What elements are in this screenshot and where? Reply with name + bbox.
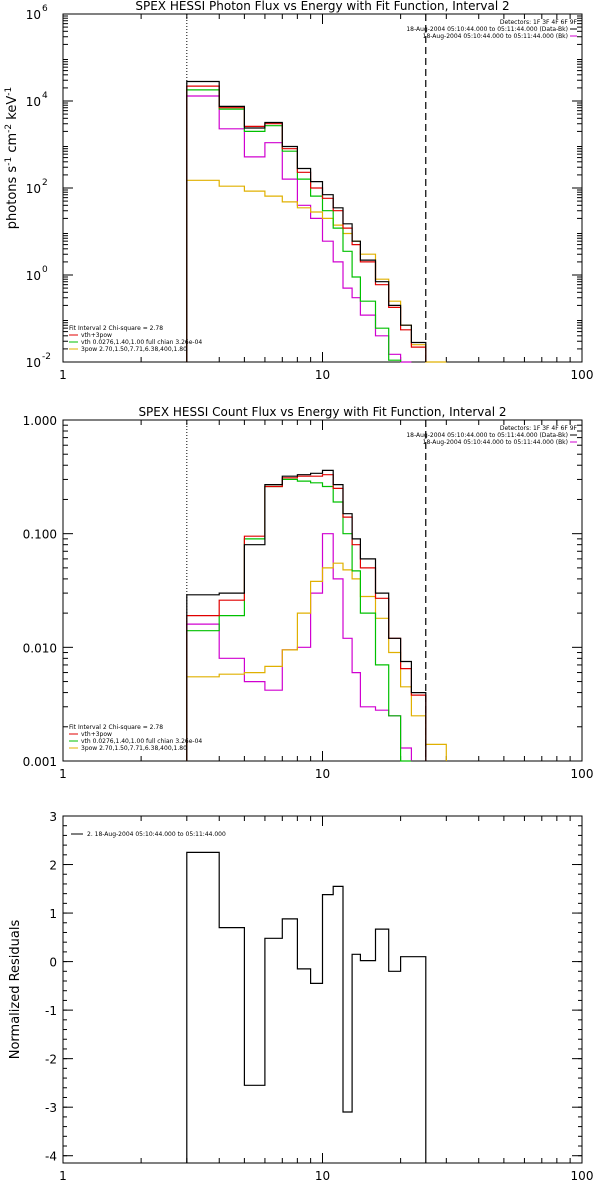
y-tick-label: -4 xyxy=(45,1150,57,1164)
y-tick-label: 0.100 xyxy=(23,528,57,542)
y-tick-exp: -2 xyxy=(42,352,51,362)
y-axis-label-part: keV xyxy=(5,96,20,124)
y-tick-label: 2 xyxy=(49,859,57,873)
x-tick-label: 100 xyxy=(571,767,594,781)
y-tick-label: -1 xyxy=(45,1004,57,1018)
y-tick-label: 0.010 xyxy=(23,641,57,655)
y-axis-label: photons s-1 cm-2 keV-1 xyxy=(4,87,20,229)
y-tick-base: 10 xyxy=(26,182,41,196)
y-tick-base: 10 xyxy=(26,8,41,22)
series-vth xyxy=(186,478,412,762)
series-data-bk xyxy=(186,469,427,761)
series-vth-3pow xyxy=(186,85,427,362)
y-tick-label: 10 2 xyxy=(26,178,48,196)
legend-header: Fit Interval 2 Chi-square = 2.78 xyxy=(69,325,163,332)
y-tick-label: 1 xyxy=(49,907,57,921)
y-axis-label-part: cm xyxy=(5,133,20,157)
legend-header: Fit Interval 2 Chi-square = 2.78 xyxy=(69,724,163,731)
y-tick-label: 10 4 xyxy=(26,91,48,109)
y-tick-exp: 4 xyxy=(42,91,48,101)
x-tick-label: 10 xyxy=(315,368,330,382)
x-tick-label: 1 xyxy=(59,368,67,382)
y-tick-label: 1.000 xyxy=(23,414,57,428)
y-axis-label-part: -1 xyxy=(4,157,14,166)
series-data-bk xyxy=(186,80,427,362)
legend-entry: 3pow 2.70,1.50,7.71,6.38,400,1.80 xyxy=(81,745,187,752)
x-tick-label: 100 xyxy=(571,368,594,382)
y-tick-label: 0.001 xyxy=(23,755,57,769)
y-tick-exp: 2 xyxy=(42,178,48,188)
x-tick-label: 10 xyxy=(315,767,330,781)
panel-1: SPEX HESSI Photon Flux vs Energy with Fi… xyxy=(4,0,593,382)
x-tick-label: 1 xyxy=(59,1169,67,1183)
info-line: Detectors: 1F 3F 4F 6F 9F xyxy=(500,425,578,432)
info-line: 18-Aug-2004 05:10:44.000 to 05:11:44.000… xyxy=(406,26,568,33)
y-tick-label: 10 -2 xyxy=(26,352,51,370)
y-tick-exp: 6 xyxy=(42,4,48,14)
plot-frame xyxy=(62,815,583,1164)
chart-title: SPEX HESSI Photon Flux vs Energy with Fi… xyxy=(135,0,509,13)
series-bk xyxy=(186,533,412,761)
y-tick-base: 10 xyxy=(26,269,41,283)
legend-entry: 3pow 2.70,1.50,7.71,6.38,400,1.80 xyxy=(81,346,187,353)
y-tick-label: -2 xyxy=(45,1053,57,1067)
chart-title: SPEX HESSI Count Flux vs Energy with Fit… xyxy=(138,405,506,419)
y-axis-label-part: photons s xyxy=(5,166,20,230)
series-bk xyxy=(186,95,412,363)
info-line: Detectors: 1F 3F 4F 6F 9F xyxy=(500,19,578,26)
info-line: 18-Aug-2004 05:10:44.000 to 05:11:44.000… xyxy=(406,432,568,439)
y-tick-base: 10 xyxy=(26,95,41,109)
series-vth-3pow xyxy=(186,474,427,761)
y-tick-label: -3 xyxy=(45,1101,57,1115)
y-tick-label: 3 xyxy=(49,810,57,824)
series-3pow xyxy=(186,179,447,363)
legend-entry: vth+3pow xyxy=(81,332,112,339)
x-tick-label: 1 xyxy=(59,767,67,781)
legend-entry: 2. 18-Aug-2004 05:10:44.000 to 05:11:44.… xyxy=(87,831,226,838)
legend-entry: vth+3pow xyxy=(81,731,112,738)
legend-entry: vth 0.0276,1.40,1.00 full chian 3.26e-04 xyxy=(81,738,202,745)
y-tick-label: 0 xyxy=(49,956,57,970)
x-tick-label: 100 xyxy=(571,1169,594,1183)
y-axis-label: Normalized Residuals xyxy=(8,920,23,1060)
series-vth xyxy=(186,89,402,362)
y-tick-exp: 0 xyxy=(42,265,48,275)
y-axis-label-part: -2 xyxy=(4,124,14,133)
y-tick-label: 10 0 xyxy=(26,265,48,283)
series-residuals xyxy=(186,851,427,1163)
y-tick-base: 10 xyxy=(26,356,41,370)
x-tick-label: 10 xyxy=(315,1169,330,1183)
info-line: 18-Aug-2004 05:10:44.000 to 05:11:44.000… xyxy=(423,439,568,446)
legend-entry: vth 0.0276,1.40,1.00 full chian 3.26e-04 xyxy=(81,339,202,346)
y-tick-label: 10 6 xyxy=(26,4,48,22)
info-line: 18-Aug-2004 05:10:44.000 to 05:11:44.000… xyxy=(423,33,568,40)
y-axis-label-part: -1 xyxy=(4,87,14,96)
panel-2: SPEX HESSI Count Flux vs Energy with Fit… xyxy=(23,405,594,781)
series-3pow xyxy=(186,562,447,761)
